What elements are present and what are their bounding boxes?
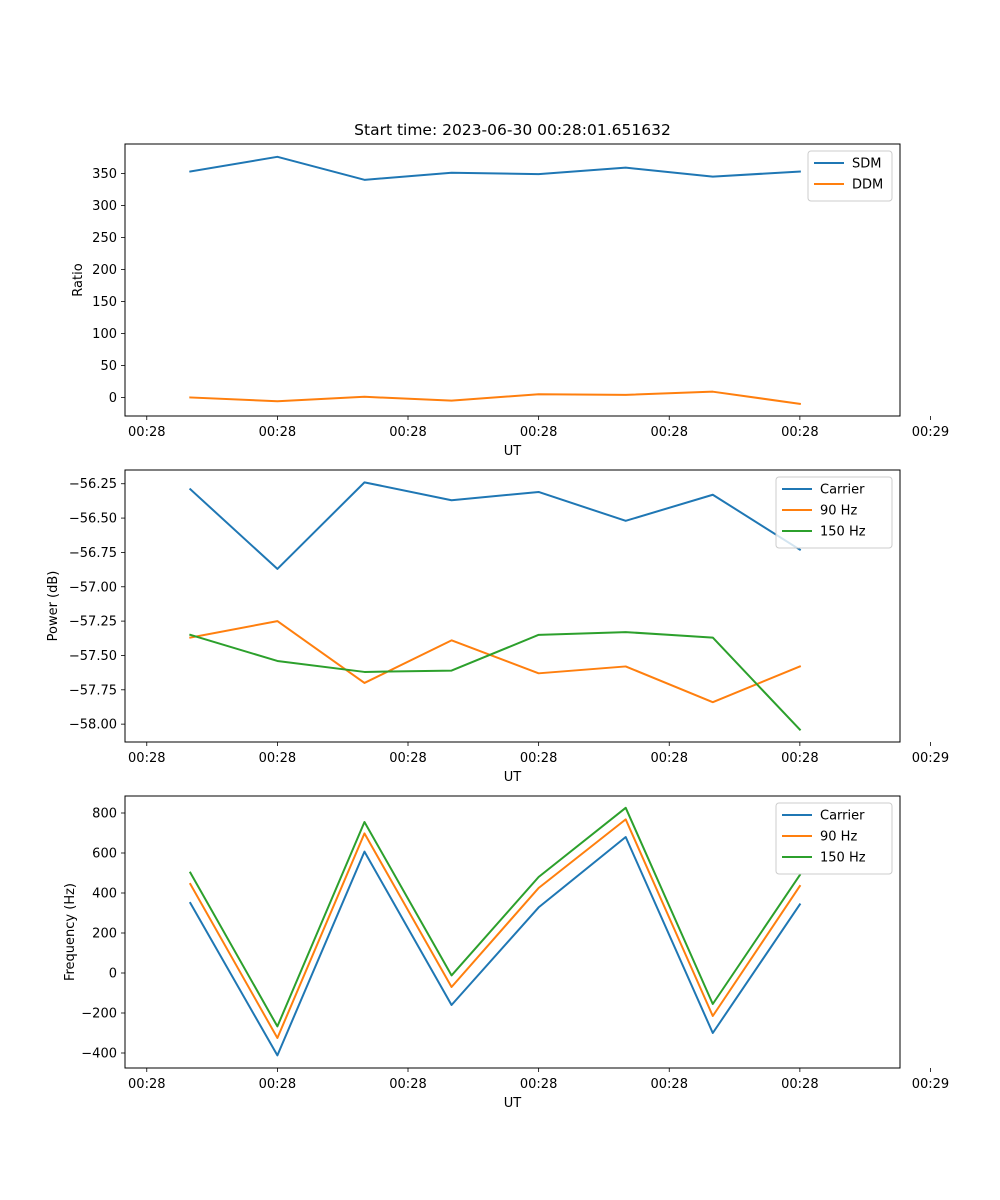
y-tick-label-power-7: −56.25 [69,477,117,492]
y-tick-label-ratio-2: 100 [92,327,117,342]
axes-frame-ratio [124,143,901,417]
y-tick-label-power-5: −56.75 [69,546,117,561]
y-tick-label-frequency-0: −400 [81,1047,117,1062]
legend-label-ratio-1: DDM [852,178,883,193]
y-tick-label-ratio-1: 50 [100,359,117,374]
x-axis-label-ratio: UT [504,444,522,459]
y-tick-label-power-6: −56.50 [69,512,117,527]
chart-title: Start time: 2023-06-30 00:28:01.651632 [354,121,671,139]
legend-label-ratio-0: SDM [852,157,881,172]
legend-label-frequency-1: 90 Hz [820,830,857,845]
x-tick-label-frequency-4: 00:28 [651,1077,688,1092]
y-tick-label-ratio-4: 200 [92,263,117,278]
x-tick-label-ratio-4: 00:28 [651,425,688,440]
legend-power: Carrier 90 Hz 150 Hz [775,476,893,549]
y-tick-label-ratio-5: 250 [92,231,117,246]
y-tick-label-power-0: −58.00 [69,718,117,733]
series-line-ratio-1 [189,390,801,405]
y-tick-label-power-1: −57.75 [69,683,117,698]
y-axis-label-ratio: Ratio [71,263,86,296]
y-tick-label-power-2: −57.50 [69,649,117,664]
series-line-ratio-0 [189,155,801,181]
plots: 00:28 00:28 00:28 00:28 00:28 00:28 00:29 0 50 10… [46,143,949,1111]
y-tick-label-power-3: −57.25 [69,615,117,630]
legend-label-power-0: Carrier [820,483,865,498]
legend-label-power-1: 90 Hz [820,504,857,519]
axes-frame-power [124,469,901,743]
x-tick-label-power-4: 00:28 [651,751,688,766]
axes-ratio: 00:28 00:28 00:28 00:28 00:28 00:28 00:29 0 50 10… [71,143,949,459]
y-tick-label-frequency-6: 800 [92,807,117,822]
x-tick-label-power-1: 00:28 [259,751,296,766]
x-tick-label-ratio-5: 00:28 [781,425,818,440]
y-tick-label-frequency-2: 0 [109,967,117,982]
y-axis-label-power: Power (dB) [46,571,61,642]
legend-label-frequency-2: 150 Hz [820,851,866,866]
y-tick-label-frequency-3: 200 [92,927,117,942]
y-tick-label-ratio-3: 150 [92,295,117,310]
series-line-frequency-1 [188,818,802,1039]
y-tick-label-power-4: −57.00 [69,580,117,595]
axes-power: 00:28 00:28 00:28 00:28 00:28 00:28 00:29 −58.0… [46,469,949,785]
x-tick-label-power-6: 00:29 [912,751,949,766]
x-tick-label-frequency-2: 00:28 [389,1077,426,1092]
y-tick-label-ratio-0: 0 [109,391,117,406]
x-tick-label-ratio-1: 00:28 [259,425,296,440]
x-axis-label-power: UT [504,770,522,785]
axes-frequency: 00:28 00:28 00:28 00:28 00:28 00:28 00:29 −400 −… [63,795,949,1111]
x-axis-label-frequency: UT [504,1096,522,1111]
x-tick-label-ratio-3: 00:28 [520,425,557,440]
y-tick-label-frequency-4: 400 [92,887,117,902]
x-tick-label-power-2: 00:28 [389,751,426,766]
axes-frame-frequency [124,795,901,1069]
y-axis-label-frequency: Frequency (Hz) [63,883,78,981]
y-tick-label-ratio-6: 300 [92,199,117,214]
y-tick-label-frequency-1: −200 [81,1007,117,1022]
x-tick-label-frequency-5: 00:28 [781,1077,818,1092]
series-line-power-0 [188,481,802,570]
series-line-frequency-0 [188,836,802,1057]
x-tick-label-frequency-3: 00:28 [520,1077,557,1092]
x-tick-label-frequency-0: 00:28 [128,1077,165,1092]
series-line-frequency-2 [188,806,802,1028]
y-tick-label-frequency-5: 600 [92,847,117,862]
x-tick-label-ratio-6: 00:29 [912,425,949,440]
x-tick-label-power-5: 00:28 [781,751,818,766]
series-line-power-2 [189,631,802,732]
legend-frequency: Carrier 90 Hz 150 Hz [775,802,893,875]
x-tick-label-ratio-0: 00:28 [128,425,165,440]
x-tick-label-frequency-1: 00:28 [259,1077,296,1092]
x-tick-label-frequency-6: 00:29 [912,1077,949,1092]
y-tick-label-ratio-7: 350 [92,167,117,182]
x-tick-label-ratio-2: 00:28 [389,425,426,440]
x-tick-label-power-3: 00:28 [520,751,557,766]
legend-label-power-2: 150 Hz [820,525,866,540]
legend-label-frequency-0: Carrier [820,809,865,824]
legend-ratio: SDM DDM [807,150,893,202]
series-line-power-1 [189,620,802,704]
x-tick-label-power-0: 00:28 [128,751,165,766]
